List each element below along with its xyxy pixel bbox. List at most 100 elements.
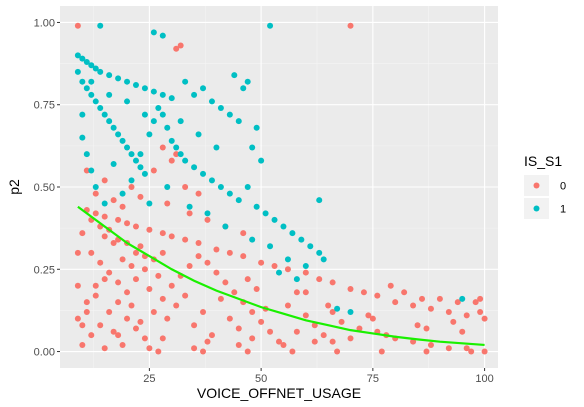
data-point-series-0 bbox=[208, 332, 215, 339]
data-point-series-1 bbox=[92, 184, 99, 190]
data-point-series-0 bbox=[79, 322, 86, 329]
data-point-series-0 bbox=[101, 177, 108, 184]
data-point-series-0 bbox=[213, 269, 220, 276]
data-point-series-1 bbox=[191, 91, 198, 98]
data-point-series-0 bbox=[186, 262, 193, 269]
data-point-series-0 bbox=[137, 318, 144, 325]
data-point-series-1 bbox=[217, 184, 224, 190]
data-point-series-0 bbox=[463, 345, 470, 352]
data-point-series-0 bbox=[392, 299, 399, 306]
data-point-series-1 bbox=[110, 124, 117, 131]
data-point-series-0 bbox=[150, 167, 157, 174]
data-point-series-1 bbox=[262, 210, 269, 217]
data-point-series-0 bbox=[374, 292, 381, 299]
x-axis-ticks: 25 50 75 100 bbox=[143, 368, 494, 385]
data-point-series-1 bbox=[88, 167, 95, 174]
data-point-series-0 bbox=[146, 286, 153, 293]
data-point-series-0 bbox=[79, 230, 86, 237]
data-point-series-0 bbox=[204, 259, 211, 266]
data-point-series-0 bbox=[141, 335, 148, 342]
data-point-series-1 bbox=[173, 144, 180, 151]
data-point-series-0 bbox=[132, 276, 139, 283]
data-point-series-0 bbox=[159, 335, 166, 342]
data-point-series-0 bbox=[132, 249, 139, 256]
data-point-series-1 bbox=[195, 131, 202, 138]
data-point-series-0 bbox=[334, 348, 341, 355]
data-point-series-0 bbox=[401, 289, 408, 296]
data-point-series-0 bbox=[106, 269, 113, 276]
data-point-series-1 bbox=[110, 160, 117, 167]
data-point-series-1 bbox=[168, 95, 175, 102]
data-point-series-0 bbox=[477, 295, 484, 302]
data-point-series-1 bbox=[276, 269, 282, 276]
data-point-series-0 bbox=[110, 239, 117, 246]
data-point-series-0 bbox=[159, 230, 166, 237]
data-point-series-0 bbox=[217, 295, 224, 302]
data-point-series-0 bbox=[186, 210, 193, 217]
data-point-series-1 bbox=[106, 72, 113, 79]
data-point-series-0 bbox=[137, 243, 144, 250]
data-point-series-0 bbox=[231, 289, 238, 296]
data-point-series-0 bbox=[173, 45, 180, 52]
data-point-series-1 bbox=[74, 52, 81, 59]
data-point-series-1 bbox=[244, 78, 251, 85]
data-point-series-1 bbox=[177, 151, 184, 158]
data-point-series-0 bbox=[79, 341, 86, 348]
data-point-series-1 bbox=[208, 98, 215, 105]
data-point-series-0 bbox=[159, 295, 166, 302]
data-point-series-0 bbox=[155, 348, 162, 355]
data-point-series-1 bbox=[208, 177, 215, 184]
data-point-series-1 bbox=[307, 243, 314, 250]
data-point-series-0 bbox=[267, 328, 274, 335]
data-point-series-1 bbox=[177, 118, 184, 125]
data-point-series-0 bbox=[132, 325, 139, 332]
data-point-series-0 bbox=[329, 338, 336, 345]
data-point-series-0 bbox=[320, 332, 327, 339]
data-point-series-0 bbox=[101, 276, 108, 283]
data-point-series-0 bbox=[244, 348, 251, 355]
data-point-series-0 bbox=[240, 253, 247, 260]
data-point-series-0 bbox=[83, 167, 90, 174]
data-point-series-1 bbox=[280, 223, 287, 230]
data-point-series-0 bbox=[168, 157, 175, 164]
data-point-series-0 bbox=[311, 322, 318, 329]
data-point-series-0 bbox=[213, 246, 220, 253]
data-point-series-0 bbox=[155, 272, 162, 279]
x-tick-label: 100 bbox=[475, 373, 493, 385]
data-point-series-1 bbox=[164, 184, 171, 190]
data-point-series-0 bbox=[92, 282, 99, 289]
data-point-series-1 bbox=[88, 91, 95, 98]
data-point-series-0 bbox=[347, 335, 354, 342]
data-point-series-0 bbox=[74, 22, 81, 29]
data-point-series-0 bbox=[97, 259, 104, 266]
data-point-series-0 bbox=[276, 338, 282, 345]
data-point-series-1 bbox=[83, 85, 90, 92]
data-point-series-0 bbox=[119, 341, 126, 348]
data-point-series-0 bbox=[235, 325, 242, 332]
data-point-series-0 bbox=[226, 315, 233, 322]
data-point-series-0 bbox=[423, 325, 430, 332]
data-point-series-1 bbox=[298, 236, 305, 243]
data-point-series-1 bbox=[83, 151, 90, 158]
data-point-series-0 bbox=[101, 213, 108, 220]
data-point-series-0 bbox=[481, 315, 488, 322]
data-point-series-0 bbox=[284, 266, 291, 273]
data-point-series-1 bbox=[235, 197, 242, 204]
data-point-series-0 bbox=[200, 309, 207, 316]
data-point-series-0 bbox=[74, 249, 81, 256]
data-point-series-0 bbox=[173, 302, 180, 309]
data-point-series-1 bbox=[141, 85, 148, 92]
data-point-series-0 bbox=[168, 282, 175, 289]
data-point-series-0 bbox=[137, 193, 144, 200]
data-point-series-0 bbox=[410, 338, 417, 345]
y-tick-label: 1.00 bbox=[34, 17, 55, 29]
data-point-series-0 bbox=[302, 289, 309, 296]
data-point-series-1 bbox=[106, 91, 113, 98]
data-point-series-0 bbox=[329, 279, 336, 286]
data-point-series-0 bbox=[347, 286, 354, 293]
data-point-series-0 bbox=[423, 348, 430, 355]
data-point-series-0 bbox=[164, 200, 171, 207]
data-point-series-1 bbox=[106, 118, 113, 125]
data-point-series-0 bbox=[182, 184, 189, 190]
data-point-series-0 bbox=[92, 190, 99, 197]
